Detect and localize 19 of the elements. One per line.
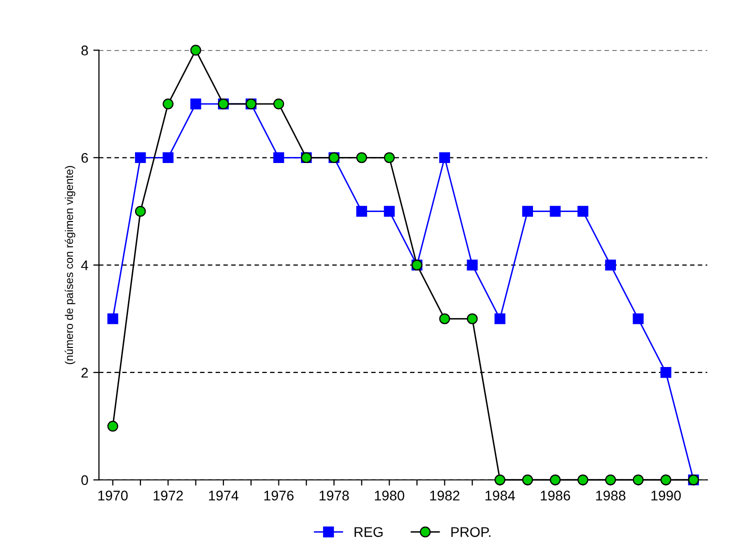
x-tick-label: 1978 bbox=[320, 490, 349, 500]
y-tick-label: 8 bbox=[81, 46, 88, 56]
x-tick-label: 1984 bbox=[486, 490, 515, 500]
y-tick-label: 6 bbox=[82, 152, 88, 163]
x-tick-label: 1982 bbox=[430, 490, 460, 500]
y-tick-label: 2 bbox=[82, 368, 88, 378]
x-tick-label: 1974 bbox=[209, 490, 238, 500]
x-tick-label: 1976 bbox=[264, 490, 294, 500]
y-tick-label: 4 bbox=[81, 260, 88, 270]
y-tick-label: 0 bbox=[81, 475, 88, 486]
legend-label: REG bbox=[354, 527, 383, 537]
legend-label: PROP. bbox=[451, 527, 490, 537]
x-tick-label: 1970 bbox=[98, 490, 128, 500]
x-tick-label: 1972 bbox=[154, 490, 183, 500]
x-tick-label: 1986 bbox=[540, 490, 570, 500]
x-tick-label: 1990 bbox=[651, 490, 681, 500]
y-axis-title: (número de países con régimen vigente) bbox=[64, 166, 76, 364]
x-tick-label: 1980 bbox=[374, 490, 404, 500]
x-tick-label: 1988 bbox=[596, 490, 626, 500]
